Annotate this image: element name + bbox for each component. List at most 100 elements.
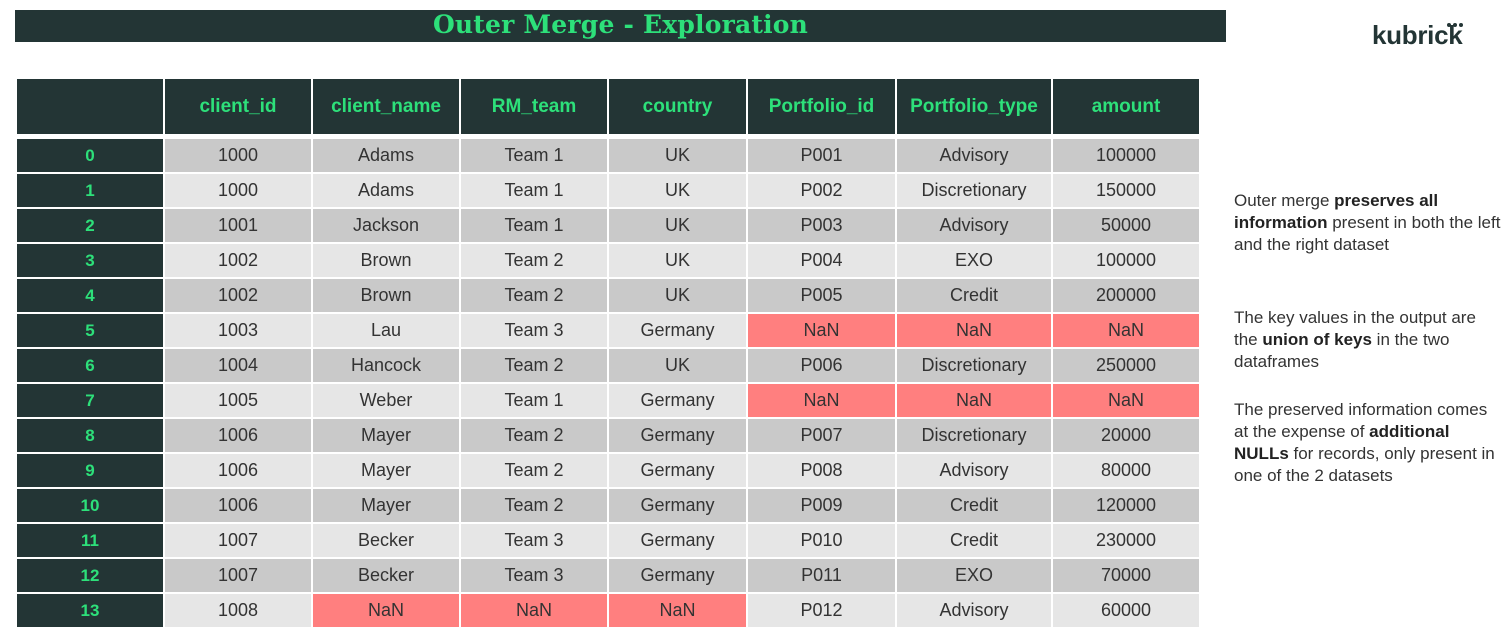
table-cell: P012 [748, 592, 895, 627]
table-row: 7 1005 Weber Team 1 Germany NaN NaN NaN [17, 382, 1199, 417]
table-cell: Germany [609, 487, 746, 522]
table-cell: UK [609, 207, 746, 242]
column-header: RM_team [461, 79, 607, 134]
table-row: 12 1007 Becker Team 3 Germany P011 EXO 70000 [17, 557, 1199, 592]
note-emphasis: preserves all information [1234, 191, 1439, 232]
table-row: 6 1004 Hancock Team 2 UK P006 Discretionary 250… [17, 347, 1199, 382]
column-header: Portfolio_type [897, 79, 1051, 134]
table-cell: 100000 [1053, 134, 1199, 172]
table-cell: UK [609, 277, 746, 312]
table-row: 5 1003 Lau Team 3 Germany NaN NaN NaN [17, 312, 1199, 347]
note-nulls: The preserved information comes at the e… [1234, 399, 1502, 487]
table-cell: 1006 [165, 487, 311, 522]
table-cell: 1003 [165, 312, 311, 347]
table-cell: 100000 [1053, 242, 1199, 277]
table-cell: NaN [1053, 382, 1199, 417]
note-text: in the two dataframes [1234, 330, 1450, 371]
table-cell: NaN [748, 382, 895, 417]
table-cell: NaN [748, 312, 895, 347]
note-preserves: Outer merge preserves all information pr… [1234, 190, 1502, 256]
table-cell: NaN [1053, 312, 1199, 347]
table-cell: 1001 [165, 207, 311, 242]
table-cell: 20000 [1053, 417, 1199, 452]
table-cell: P007 [748, 417, 895, 452]
table-cell: NaN [897, 382, 1051, 417]
table-cell: 150000 [1053, 172, 1199, 207]
kubrick-logo: kubrick [1370, 12, 1480, 50]
table-cell: Adams [313, 172, 459, 207]
table-cell: EXO [897, 557, 1051, 592]
table-cell: Jackson [313, 207, 459, 242]
table-cell: 60000 [1053, 592, 1199, 627]
table-cell: Team 3 [461, 522, 607, 557]
table-cell: Weber [313, 382, 459, 417]
table-cell: 70000 [1053, 557, 1199, 592]
table-cell: Team 2 [461, 277, 607, 312]
table-cell: 50000 [1053, 207, 1199, 242]
table-cell: NaN [609, 592, 746, 627]
table-cell: Germany [609, 417, 746, 452]
note-union: The key values in the output are the uni… [1234, 307, 1502, 373]
table-row: 2 1001 Jackson Team 1 UK P003 Advisory 50000 [17, 207, 1199, 242]
row-index: 6 [17, 347, 163, 382]
table-cell: Advisory [897, 452, 1051, 487]
note-text: Outer merge [1234, 191, 1335, 210]
table-cell: 1006 [165, 452, 311, 487]
table-cell: Germany [609, 312, 746, 347]
table-cell: Becker [313, 522, 459, 557]
table-row: 9 1006 Mayer Team 2 Germany P008 Advisory 80000 [17, 452, 1199, 487]
table-cell: 1002 [165, 242, 311, 277]
note-text: The preserved information comes at the e… [1234, 400, 1488, 441]
table-row: 4 1002 Brown Team 2 UK P005 Credit 200000 [17, 277, 1199, 312]
table-cell: 1007 [165, 557, 311, 592]
table-cell: 200000 [1053, 277, 1199, 312]
page-title: Outer Merge - Exploration [432, 9, 809, 39]
table-cell: NaN [461, 592, 607, 627]
column-header: client_name [313, 79, 459, 134]
note-text: for records, only present in one of the … [1234, 444, 1495, 485]
table-cell: 1005 [165, 382, 311, 417]
table-cell: Mayer [313, 452, 459, 487]
note-emphasis: union of keys [1262, 330, 1372, 349]
row-index: 12 [17, 557, 163, 592]
table-cell: 80000 [1053, 452, 1199, 487]
table-cell: Germany [609, 452, 746, 487]
row-index: 7 [17, 382, 163, 417]
table-cell: Team 1 [461, 207, 607, 242]
table-cell: Discretionary [897, 417, 1051, 452]
table-cell: Brown [313, 277, 459, 312]
note-text: present in both the left and the right d… [1234, 213, 1501, 254]
table-cell: Credit [897, 522, 1051, 557]
table-cell: Germany [609, 522, 746, 557]
table-cell: 1006 [165, 417, 311, 452]
row-index: 13 [17, 592, 163, 627]
table-cell: P004 [748, 242, 895, 277]
column-header: Portfolio_id [748, 79, 895, 134]
table-cell: Mayer [313, 487, 459, 522]
table-cell: Discretionary [897, 172, 1051, 207]
table-cell: NaN [313, 592, 459, 627]
column-header: client_id [165, 79, 311, 134]
row-index: 0 [17, 134, 163, 172]
table-cell: 1000 [165, 134, 311, 172]
table-cell: UK [609, 134, 746, 172]
table-row: 8 1006 Mayer Team 2 Germany P007 Discretionary… [17, 417, 1199, 452]
table-cell: Team 2 [461, 487, 607, 522]
table-cell: Discretionary [897, 347, 1051, 382]
logo-dots-icon [1447, 14, 1465, 32]
table-cell: 1002 [165, 277, 311, 312]
table-cell: Team 1 [461, 134, 607, 172]
table-cell: Team 2 [461, 452, 607, 487]
table-cell: Team 2 [461, 242, 607, 277]
table-cell: Team 3 [461, 557, 607, 592]
table-cell: Team 3 [461, 312, 607, 347]
row-index: 10 [17, 487, 163, 522]
table-row: 3 1002 Brown Team 2 UK P004 EXO 100000 [17, 242, 1199, 277]
table-row: 13 1008 NaN NaN NaN P012 Advisory 60000 [17, 592, 1199, 627]
title-bar: Outer Merge - Exploration [15, 10, 1226, 42]
table-cell: Credit [897, 487, 1051, 522]
table-cell: P010 [748, 522, 895, 557]
row-index: 9 [17, 452, 163, 487]
table-cell: EXO [897, 242, 1051, 277]
row-index: 2 [17, 207, 163, 242]
